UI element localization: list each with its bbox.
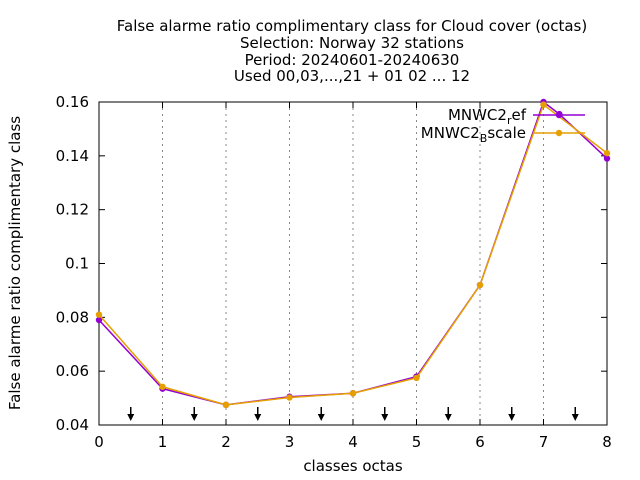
legend-label: MNWC2ref [448, 106, 527, 127]
x-tick-label: 0 [94, 433, 104, 451]
data-point [349, 390, 357, 397]
down-arrow-icon [381, 407, 389, 421]
down-arrow-icon [254, 407, 262, 421]
chart-title: False alarme ratio complimentary class f… [117, 17, 587, 85]
data-point [603, 155, 611, 162]
x-tick-label: 1 [158, 433, 168, 451]
legend-swatch-point [555, 111, 563, 119]
series-group [95, 98, 611, 409]
x-axis-label: classes octas [303, 457, 403, 475]
data-point [159, 383, 166, 390]
class-arrows [127, 407, 579, 421]
y-tick-label: 0.16 [56, 93, 89, 111]
y-tick-label: 0.08 [56, 308, 89, 326]
legend-swatch-point [555, 129, 563, 137]
down-arrow-icon [127, 407, 135, 421]
x-tick-label: 6 [475, 433, 485, 451]
data-point [413, 374, 420, 382]
y-tick-label: 0.1 [65, 255, 89, 273]
data-point [95, 316, 103, 324]
down-arrow-icon [571, 407, 579, 421]
data-point [286, 394, 293, 401]
x-tick-label: 8 [602, 433, 612, 451]
data-point [603, 149, 611, 157]
y-tick-label: 0.06 [56, 362, 89, 380]
down-arrow-icon [444, 407, 452, 421]
x-tick-label: 5 [412, 433, 422, 451]
legend-label-tail: scale [487, 124, 526, 142]
x-tick-label: 7 [539, 433, 549, 451]
legend-label-main: MNWC2 [421, 124, 480, 142]
title-line: Used 00,03,...,21 + 01 02 ... 12 [234, 67, 470, 85]
series-line [98, 103, 608, 406]
data-point [95, 311, 103, 318]
x-tick-label: 2 [221, 433, 231, 451]
legend-label-sub: B [480, 132, 488, 145]
axis-ticks: 0 1 2 3 4 5 6 7 8 0.04 0.06 0.08 0.1 0.12 0.14 0.16 [56, 93, 612, 451]
x-tick-label: 4 [348, 433, 358, 451]
down-arrow-icon [508, 407, 516, 421]
title-line: Selection: Norway 32 stations [240, 34, 464, 52]
y-tick-label: 0.12 [56, 201, 89, 219]
legend-label-sub: r [507, 114, 512, 127]
legend-label-main: MNWC2 [448, 106, 507, 124]
title-line: False alarme ratio complimentary class f… [117, 17, 587, 35]
grid [162, 102, 544, 425]
legend-label: MNWC2Bscale [421, 124, 526, 145]
x-tick-label: 3 [285, 433, 295, 451]
down-arrow-icon [190, 407, 198, 421]
legend-label-tail: ef [511, 106, 526, 124]
data-point [476, 281, 484, 289]
y-tick-label: 0.04 [56, 416, 89, 434]
data-point [540, 101, 547, 108]
title-line: Period: 20240601-20240630 [245, 51, 460, 69]
y-axis-label: False alarme ratio complimentary class [6, 116, 24, 410]
down-arrow-icon [317, 407, 325, 421]
data-point [222, 401, 230, 409]
y-tick-label: 0.14 [56, 147, 89, 165]
